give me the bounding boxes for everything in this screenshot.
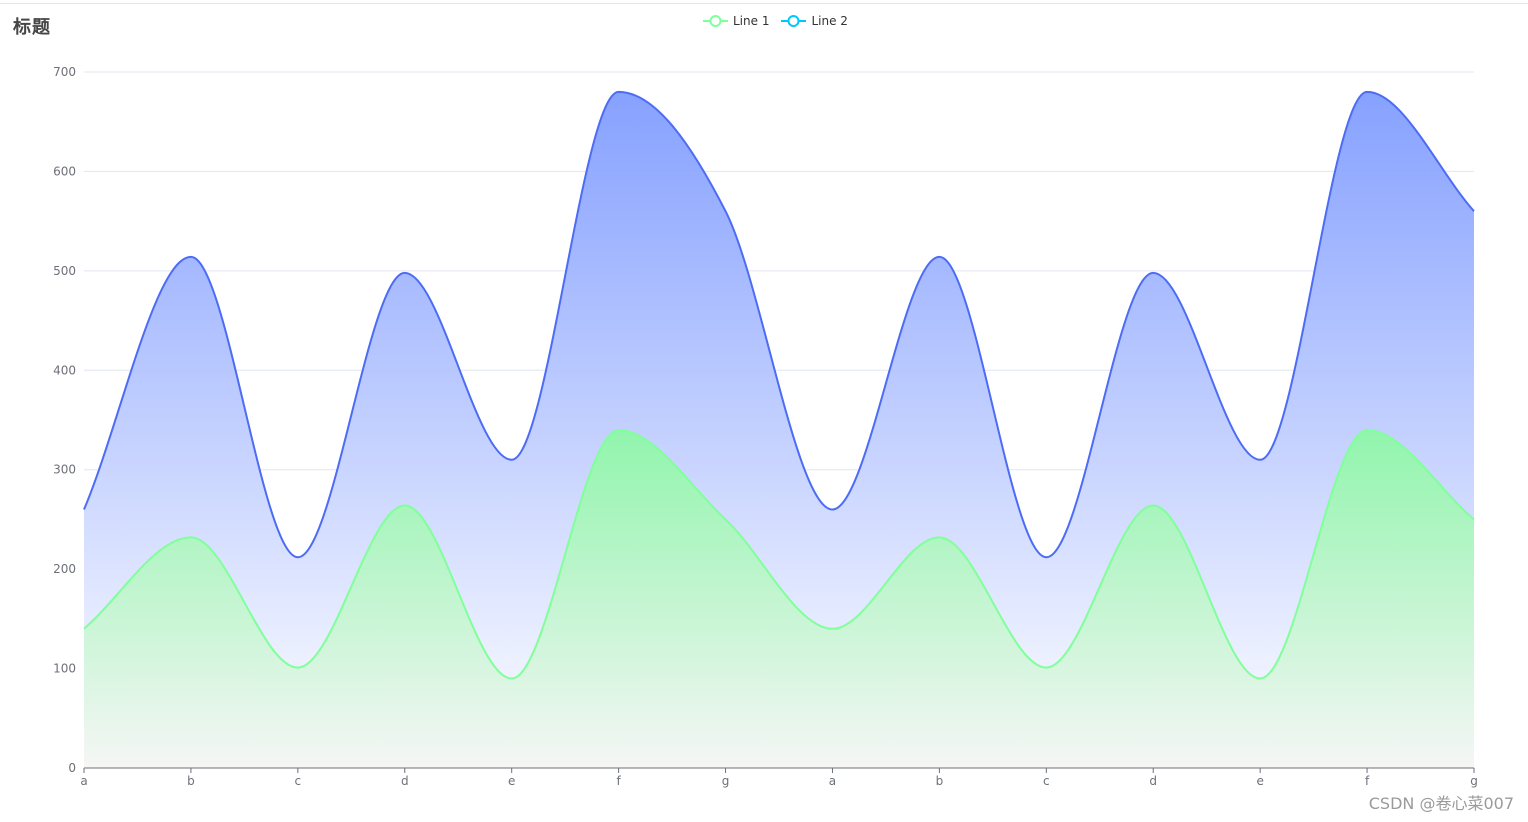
y-tick-label: 200 (53, 562, 76, 576)
x-tick-label: d (401, 774, 409, 788)
axes: 0 100 200 300 400 500 600 700 a b c d e f g a b c d e f g (53, 65, 1478, 788)
area-fills (84, 91, 1474, 768)
series-line-2 (83, 90, 1475, 559)
circle-line-icon (781, 15, 807, 27)
x-tick-label: a (829, 774, 836, 788)
y-tick-label: 700 (53, 65, 76, 79)
x-tick-label: a (80, 774, 87, 788)
x-tick-label: c (1043, 774, 1050, 788)
chart-legend: Line 1 Line 2 (703, 14, 860, 28)
watermark: CSDN @卷心菜007 (1368, 794, 1514, 813)
y-tick-label: 0 (68, 761, 76, 775)
x-tick-label: f (616, 774, 621, 788)
series-lines (83, 90, 1475, 680)
legend-label-line-1: Line 1 (733, 14, 770, 28)
y-tick-label: 100 (53, 662, 76, 676)
x-tick-label: e (1256, 774, 1263, 788)
x-tick-label: c (295, 774, 302, 788)
legend-item-line-2[interactable]: Line 2 (781, 14, 848, 28)
legend-item-line-1[interactable]: Line 1 (703, 14, 769, 28)
circle-line-icon (703, 15, 728, 27)
x-tick-label: b (936, 774, 944, 788)
y-tick-label: 600 (53, 164, 76, 178)
y-tick-label: 400 (53, 363, 76, 377)
series-area-1 (84, 429, 1474, 768)
x-tick-label: e (508, 774, 515, 788)
x-tick-label: g (1470, 774, 1478, 788)
chart-title: 标题 (13, 17, 51, 38)
y-tick-label: 300 (53, 463, 76, 477)
legend-label-line-2: Line 2 (811, 14, 848, 28)
y-tick-label: 500 (53, 264, 76, 278)
x-tick-label: f (1365, 774, 1370, 788)
x-tick-label: g (722, 774, 730, 788)
series-line-1 (83, 428, 1475, 680)
x-tick-label: d (1149, 774, 1157, 788)
top-divider (0, 3, 1528, 4)
x-tick-label: b (187, 774, 195, 788)
